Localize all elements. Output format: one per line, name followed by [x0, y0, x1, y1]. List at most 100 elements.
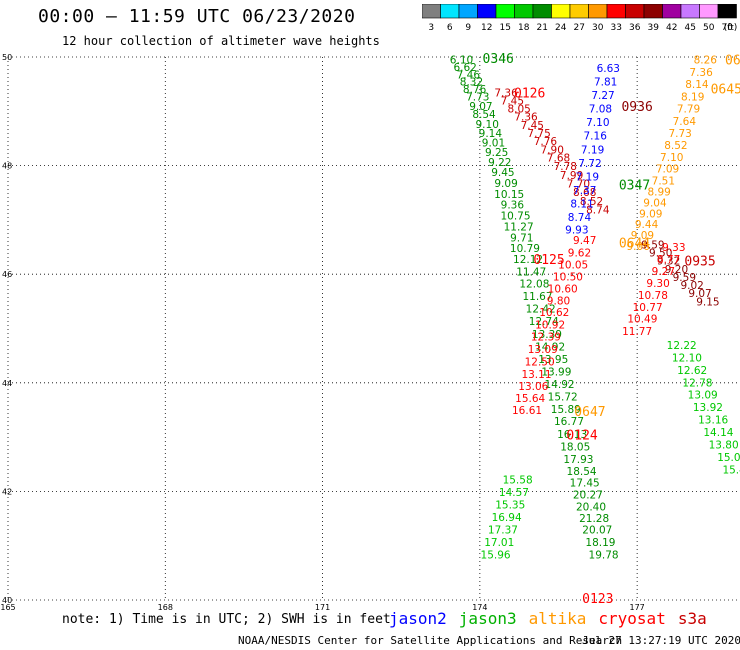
- wave-height-point: 16.94: [492, 512, 522, 524]
- wave-height-point: 7.64: [673, 116, 697, 128]
- wave-height-point: 12.78: [682, 377, 712, 389]
- wave-height-point: 10.50: [553, 271, 583, 283]
- wave-height-point: 7.72: [578, 158, 601, 170]
- legend-item-s3a: s3a: [677, 609, 707, 628]
- wave-height-point: 10.49: [627, 314, 657, 326]
- wave-height-point: 13.95: [538, 354, 568, 366]
- wave-height-point: 9.09: [494, 178, 517, 190]
- wave-height-point: 12.50: [525, 357, 555, 369]
- wave-height-point: 7.36: [494, 87, 518, 99]
- colorbar-label: 45: [685, 23, 696, 33]
- wave-height-point: 10.79: [510, 243, 540, 255]
- wave-height-point: 9.22: [488, 157, 511, 169]
- wave-height-point: 9.27: [652, 266, 675, 278]
- satellite-legend: jason2 jason3 altika cryosat s3a: [389, 609, 719, 628]
- wave-height-point: 9.71: [510, 232, 533, 244]
- wave-height-point: 7.79: [677, 104, 700, 116]
- wave-height-point: 7.90: [541, 144, 564, 156]
- legend-item-altika: altika: [528, 609, 587, 628]
- colorbar-label: 33: [611, 23, 622, 33]
- wave-height-point: 8.19: [681, 92, 704, 104]
- chart-title: 00:00 – 11:59 UTC 06/23/2020: [38, 6, 356, 27]
- wave-height-point: 13.11: [521, 369, 551, 381]
- wave-height-point: 10.75: [500, 211, 530, 223]
- colorbar-label: 15: [500, 23, 511, 33]
- wave-height-point: 13.06: [518, 381, 548, 393]
- wave-height-point: 9.33: [662, 242, 685, 254]
- wave-height-point: 7.45: [501, 95, 524, 107]
- wave-height-point: 8.52: [580, 196, 603, 208]
- wave-height-point: 18.54: [567, 466, 597, 478]
- pass-time-label: 0346: [483, 52, 514, 67]
- wave-height-point: 11.47: [516, 266, 546, 278]
- y-tick-label: 46: [2, 270, 12, 279]
- wave-height-point: 9.62: [568, 247, 591, 259]
- wave-height-point: 6.10: [450, 55, 473, 67]
- wave-height-point: 9.50: [649, 247, 672, 259]
- wave-height-point: 15.72: [548, 391, 578, 403]
- colorbar-label: 39: [648, 23, 660, 33]
- wave-height-point: 8.77: [657, 254, 680, 266]
- wave-height-point: 13.16: [698, 415, 728, 427]
- wave-height-point: 7.37: [573, 185, 596, 197]
- wave-height-point: 12.10: [672, 352, 702, 364]
- colorbar-label: 36: [629, 23, 641, 33]
- colorbar-label: 12: [481, 23, 492, 33]
- pass-time-label: 0123: [582, 592, 613, 607]
- wave-height-point: 9.47: [573, 235, 596, 247]
- y-tick-label: 48: [2, 162, 12, 171]
- wave-height-point: 16.77: [554, 416, 584, 428]
- wave-height-point: 16.13: [557, 429, 587, 441]
- wave-height-point: 8.26: [694, 55, 718, 67]
- wave-height-point: 13.92: [693, 402, 723, 414]
- wave-height-point: 13.80: [709, 440, 739, 452]
- wave-height-point: 8.11: [570, 199, 593, 211]
- x-tick-label: 165: [0, 603, 15, 612]
- colorbar-label: 70: [722, 23, 734, 33]
- wave-height-point: 19.78: [589, 549, 619, 561]
- wave-height-point: 11.77: [622, 326, 652, 338]
- wave-height-point: 17.93: [563, 454, 593, 466]
- colorbar-unit: (ft): [724, 23, 738, 33]
- wave-height-point: 10.15: [494, 189, 524, 201]
- wave-height-point: 14.14: [703, 427, 733, 439]
- wave-height-point: 15.0: [717, 452, 740, 464]
- wave-height-point: 9.10: [476, 119, 499, 131]
- wave-height-point: 13.09: [688, 390, 718, 402]
- wave-height-point: 7.68: [547, 152, 570, 164]
- colorbar-label: 30: [592, 23, 604, 33]
- wave-height-point: 7.81: [594, 76, 617, 88]
- wave-height-point: 14.92: [535, 341, 565, 353]
- colorbar-label: 21: [537, 23, 548, 33]
- footer-note: note: 1) Time is in UTC; 2) SWH is in fe…: [62, 612, 391, 627]
- wave-height-point: 9.36: [501, 200, 525, 212]
- wave-height-point: 8.99: [647, 187, 670, 199]
- wave-height-point: 20.27: [573, 490, 603, 502]
- wave-height-point: 9.45: [491, 167, 514, 179]
- wave-height-point: 16.61: [512, 405, 542, 417]
- colorbar-label: 42: [666, 23, 677, 33]
- credit-timestamp: Jul 27 13:27:19 UTC 2020: [582, 634, 740, 647]
- pass-time-label: 0645: [711, 82, 740, 97]
- wave-height-point: 7.27: [591, 90, 614, 102]
- y-tick-label: 44: [2, 379, 12, 388]
- wave-height-point: 7.70: [567, 179, 590, 191]
- wave-height-point: 9.44: [635, 219, 659, 231]
- y-tick-label: 40: [2, 596, 12, 605]
- wave-height-point: 15.89: [551, 404, 581, 416]
- x-tick-label: 177: [630, 603, 645, 612]
- credit-text: NOAA/NESDIS Center for Satellite Applica…: [238, 634, 623, 647]
- legend-item-jason3: jason3: [458, 609, 517, 628]
- wave-height-point: 6.63: [597, 63, 620, 75]
- wave-height-point: 15.96: [481, 549, 511, 561]
- wave-height-point: 12.22: [667, 340, 697, 352]
- wave-height-point: 9.25: [485, 147, 508, 159]
- pass-time-label: 0647: [574, 405, 605, 420]
- x-tick-label: 168: [158, 603, 173, 612]
- wave-height-point: 17.45: [570, 478, 600, 490]
- wave-height-point: 8.32: [460, 76, 483, 88]
- wave-height-point: 9.59: [641, 239, 664, 251]
- wave-height-point: 8.14: [685, 79, 709, 91]
- legend-item-jason2: jason2: [389, 609, 447, 628]
- wave-height-point: 7.36: [689, 67, 713, 79]
